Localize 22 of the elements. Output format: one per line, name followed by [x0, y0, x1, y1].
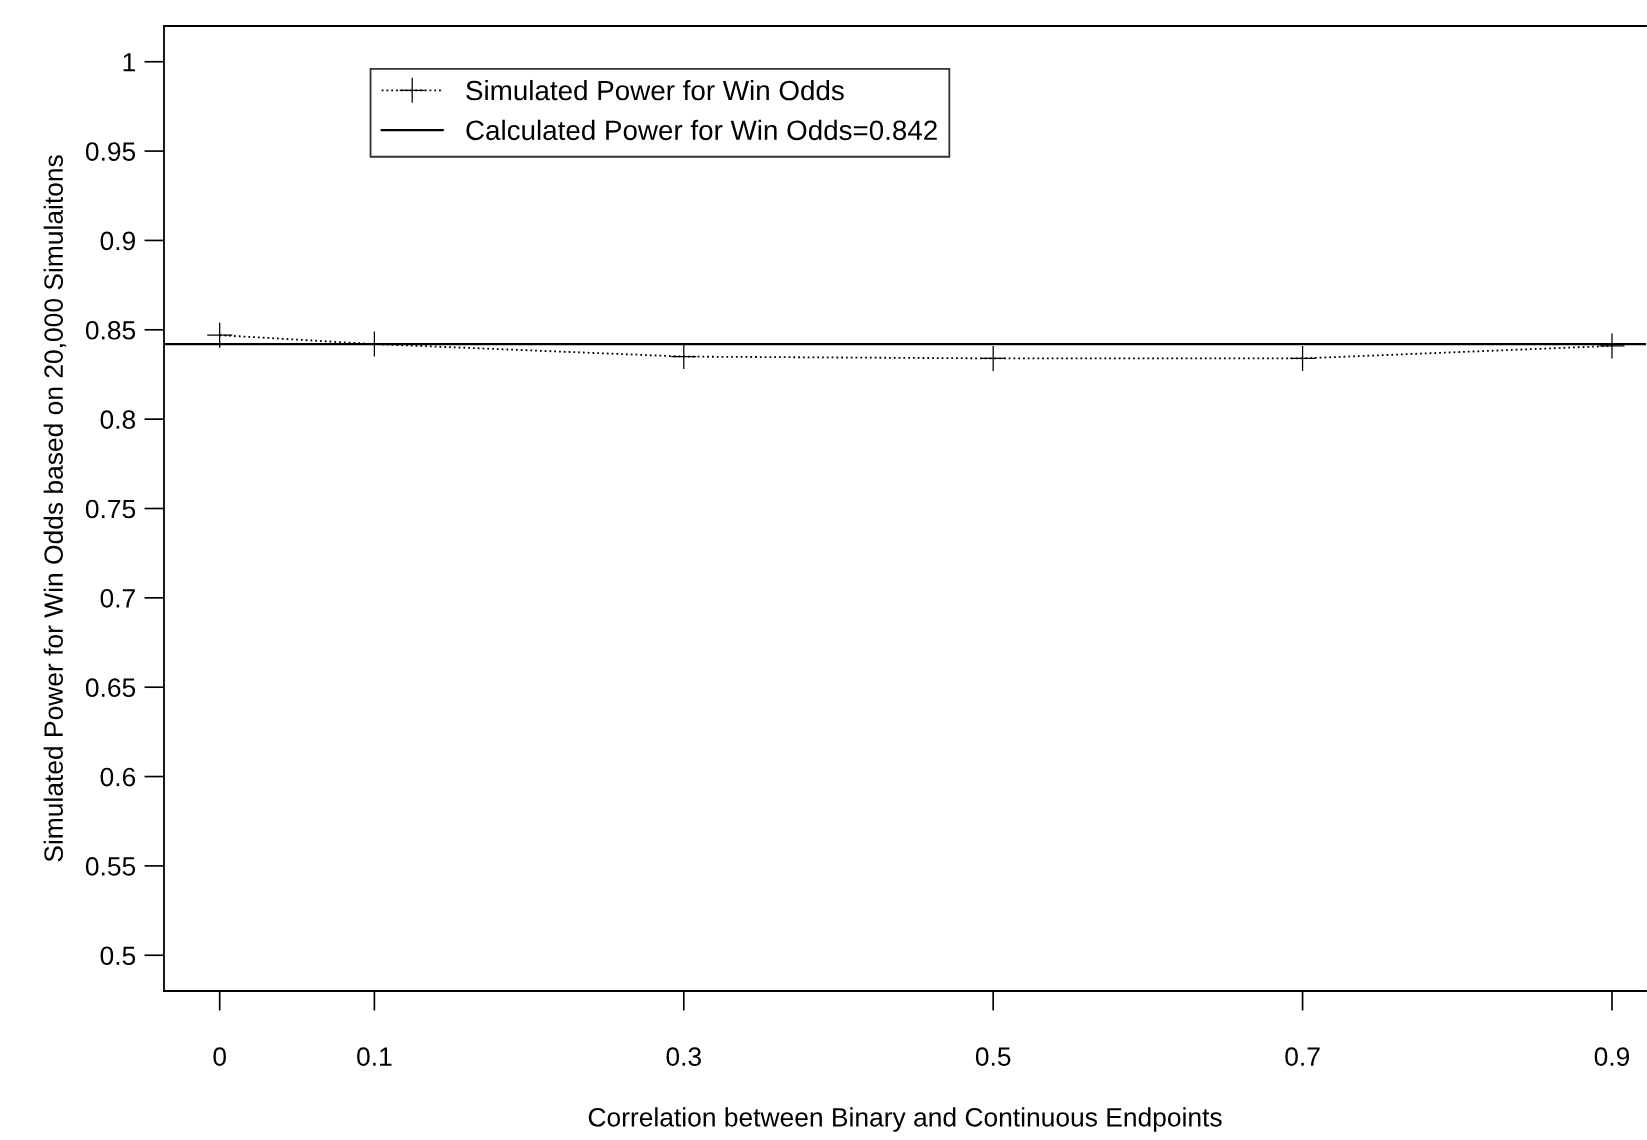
x-tick-label: 0.9: [1594, 1047, 1630, 1066]
y-tick-label: 0.9: [100, 231, 135, 251]
x-tick-label: 0.5: [975, 1047, 1011, 1066]
y-axis-title: Simulated Power for Win Odds based on 20,000 Simulaitons: [43, 155, 67, 862]
legend-label: Calculated Power for Win Odds=0.842: [466, 119, 937, 141]
y-tick-label: 0.65: [85, 678, 136, 698]
y-tick-label: 0.85: [85, 320, 136, 340]
y-tick-label: 0.5: [100, 946, 136, 966]
y-tick-label: 0.95: [85, 142, 136, 161]
y-tick-label: 1: [123, 53, 135, 72]
y-tick-label: 0.55: [85, 857, 136, 876]
point: [1599, 333, 1625, 359]
x-axis-title: Correlation between Binary and Continuous Endpoints: [588, 1107, 1222, 1132]
legend-label: Simulated Power for Win Odds: [466, 79, 844, 101]
x-tick-label: 0: [213, 1047, 226, 1066]
x-tick-label: 0.3: [666, 1047, 701, 1066]
y-tick-label: 0.7: [100, 588, 135, 608]
y-tick-label: 0.6: [100, 767, 136, 787]
y-tick-label: 0.8: [100, 410, 136, 429]
x-tick-label: 0.7: [1285, 1047, 1320, 1066]
y-tick-label: 0.75: [85, 499, 136, 519]
x-tick-label: 0.1: [357, 1047, 392, 1066]
